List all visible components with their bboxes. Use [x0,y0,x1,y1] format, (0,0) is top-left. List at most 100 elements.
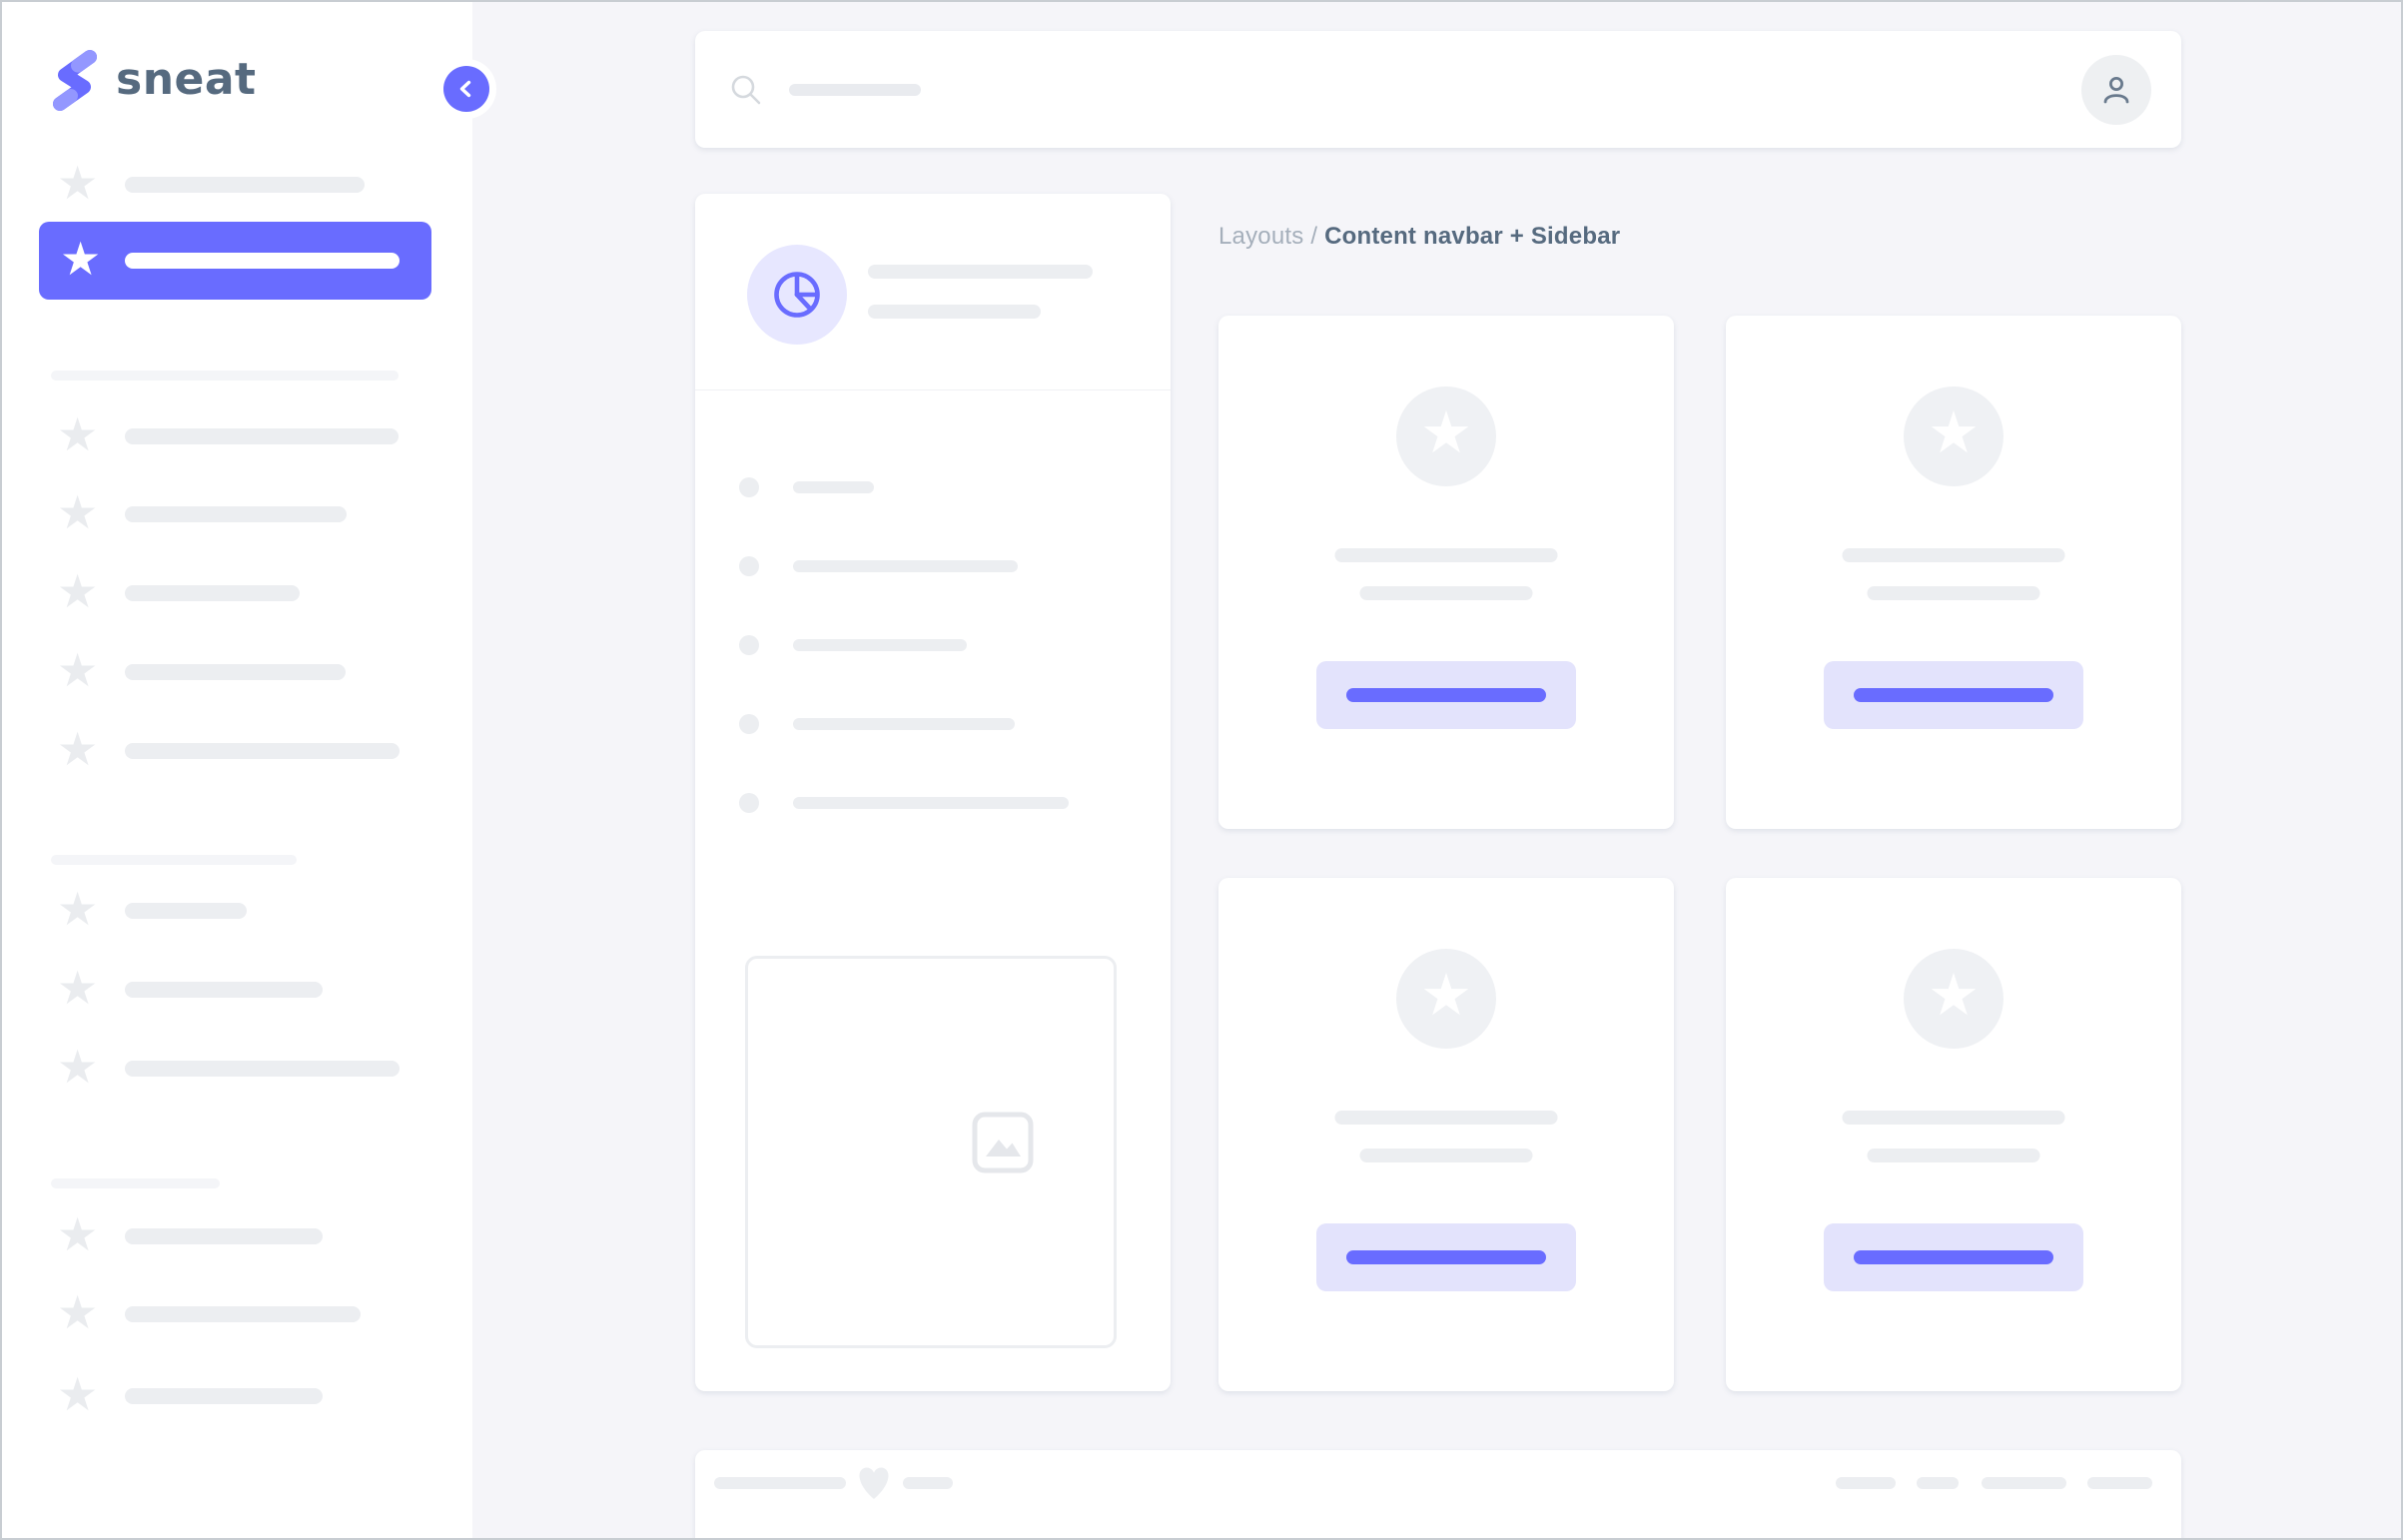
search-input[interactable] [717,31,931,148]
button-label-skeleton [1854,1250,2053,1264]
list-item-skeleton [793,560,1018,572]
menu-label-skeleton [125,1228,323,1244]
pie-chart-avatar [747,245,847,345]
menu-label-skeleton [125,177,365,193]
breadcrumb-parent-link[interactable]: Layouts [1218,223,1304,250]
footer-left-skeleton-2 [903,1477,953,1489]
footer-right-skeleton [1917,1477,1959,1489]
card-button[interactable] [1316,1223,1576,1291]
menu-section-divider [51,371,399,381]
grid-card: ★ [1726,878,2181,1391]
footer-left-skeleton-1 [714,1477,846,1489]
grid-card: ★ [1218,878,1674,1391]
star-icon: ★ [57,157,99,210]
footer-card [695,1450,2181,1538]
menu-item[interactable]: ★ [2,962,472,1018]
star-icon: ★ [57,1041,99,1094]
card-button[interactable] [1824,1223,2083,1291]
menu-label-skeleton [125,982,323,998]
sidebar: sneat ★ ★ ★ ★ ★ ★ ★ ★ ★ ★ ★ ★ ★ [2,2,472,1538]
button-label-skeleton [1854,688,2053,702]
breadcrumb-separator: / [1303,223,1325,250]
star-icon: ★ [57,644,99,697]
menu-item[interactable]: ★ [2,1041,472,1097]
logo-text: sneat [116,54,257,105]
person-icon [2098,72,2134,108]
star-icon: ★ [57,486,99,539]
button-label-skeleton [1346,688,1546,702]
menu-section-divider [51,1178,220,1188]
menu-item[interactable]: ★ [2,408,472,464]
menu-label-skeleton [125,664,346,680]
list-bullet [739,477,759,497]
card-line1-skeleton [1842,548,2065,562]
card-divider [695,389,1171,390]
card-line2-skeleton [1867,1149,2040,1162]
sneat-logo-icon [48,46,100,114]
menu-item[interactable]: ★ [2,486,472,542]
menu-item-active[interactable]: ★ [39,222,431,300]
button-label-skeleton [1346,1250,1546,1264]
star-icon: ★ [57,565,99,618]
menu-label-skeleton [125,1061,400,1077]
card-line1-skeleton [1334,548,1558,562]
menu-item[interactable]: ★ [2,157,472,213]
star-icon: ★ [57,883,99,936]
pie-chart-icon [769,267,825,323]
star-icon: ★ [57,962,99,1015]
star-icon: ★ [57,1286,99,1339]
sidebar-collapse-button[interactable] [443,66,489,112]
user-menu-button[interactable] [2081,55,2151,125]
menu-item[interactable]: ★ [2,1286,472,1342]
search-placeholder-skeleton [789,83,921,96]
menu-label-skeleton [125,253,400,269]
star-avatar: ★ [1904,386,2003,486]
star-avatar: ★ [1396,949,1496,1049]
star-icon: ★ [1928,400,1980,465]
footer-right-skeleton [1982,1477,2066,1489]
search-icon [727,71,765,109]
menu-section-divider [51,855,297,865]
menu-label-skeleton [125,743,400,759]
menu-item[interactable]: ★ [2,723,472,779]
card-line1-skeleton [1842,1111,2065,1125]
star-icon: ★ [1420,400,1472,465]
menu-item[interactable]: ★ [2,883,472,939]
sidebar-menu: ★ ★ ★ ★ ★ ★ ★ ★ ★ ★ ★ ★ ★ [2,2,472,1538]
list-bullet [739,635,759,655]
detail-subtitle-skeleton [868,305,1041,319]
list-bullet [739,793,759,813]
star-icon: ★ [57,1208,99,1261]
footer-right-skeleton [1836,1477,1896,1489]
list-item-skeleton [793,481,874,493]
breadcrumb: Layouts / Content navbar + Sidebar [1218,223,1620,251]
menu-label-skeleton [125,903,247,919]
list-bullet [739,714,759,734]
star-icon: ★ [57,1368,99,1421]
breadcrumb-current: Content navbar + Sidebar [1324,223,1621,250]
grid-card: ★ [1726,316,2181,829]
menu-item[interactable]: ★ [2,1368,472,1424]
heart-icon [858,1466,890,1507]
list-bullet [739,556,759,576]
logo-link[interactable]: sneat [48,46,257,114]
card-button[interactable] [1824,661,2083,729]
card-line1-skeleton [1334,1111,1558,1125]
footer-right-skeleton [2087,1477,2152,1489]
star-icon: ★ [1928,963,1980,1028]
menu-item[interactable]: ★ [2,1208,472,1264]
star-icon: ★ [57,723,99,776]
menu-item[interactable]: ★ [2,565,472,621]
list-item-skeleton [793,718,1015,730]
card-line2-skeleton [1359,586,1533,600]
card-button[interactable] [1316,661,1576,729]
star-icon: ★ [60,233,102,286]
menu-label-skeleton [125,585,300,601]
card-line2-skeleton [1867,586,2040,600]
menu-item[interactable]: ★ [2,644,472,700]
star-icon: ★ [1420,963,1472,1028]
star-avatar: ★ [1904,949,2003,1049]
list-item-skeleton [793,797,1069,809]
image-placeholder [745,956,1117,1348]
detail-card [695,194,1171,1391]
